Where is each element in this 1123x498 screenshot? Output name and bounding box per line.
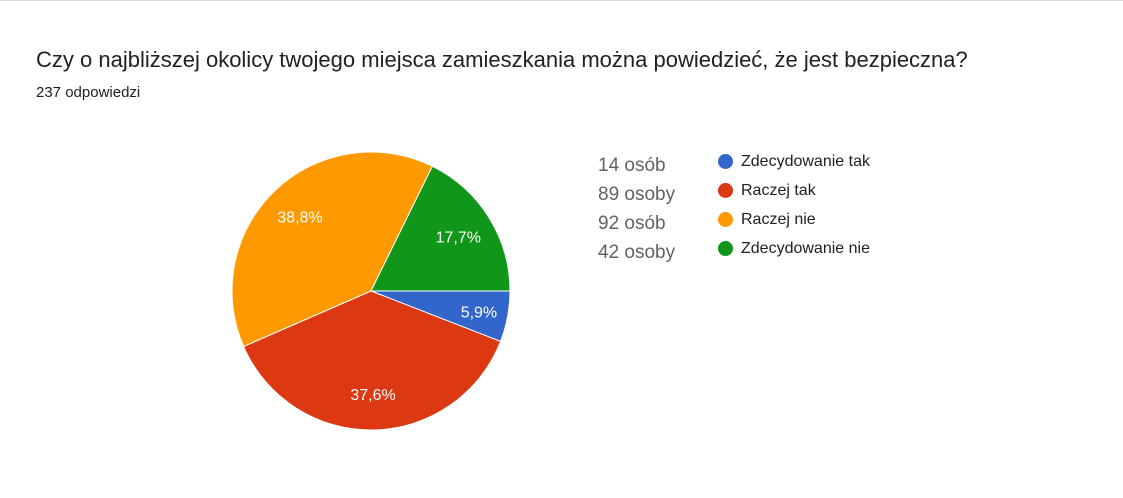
response-count: 237 odpowiedzi: [36, 84, 141, 101]
legend-count: 42 osoby: [598, 242, 676, 263]
legend-color-dot: [718, 183, 733, 198]
legend-item-zdecydowanie-tak[interactable]: 14 osób Zdecydowanie tak: [598, 149, 918, 178]
legend-count: 89 osoby: [598, 184, 676, 205]
legend-label: Zdecydowanie nie: [741, 240, 870, 257]
pie-slice-raczej-tak[interactable]: [242, 290, 502, 431]
pie-slice-zdecydowanie-nie[interactable]: [370, 165, 511, 292]
legend-color-dot: [718, 212, 733, 227]
legend-count: 14 osób: [598, 155, 666, 176]
pie-slice-raczej-nie[interactable]: [231, 151, 434, 348]
legend-label: Raczej tak: [741, 182, 816, 199]
chart-legend: 14 osób Zdecydowanie tak 89 osoby Raczej…: [598, 149, 918, 265]
legend-color-dot: [718, 241, 733, 256]
legend-item-raczej-nie[interactable]: 92 osób Raczej nie: [598, 207, 918, 236]
legend-label: Zdecydowanie tak: [741, 153, 870, 170]
slice-percent-label: 17,7%: [436, 230, 481, 247]
legend-label: Raczej nie: [741, 211, 816, 228]
legend-count: 92 osób: [598, 213, 666, 234]
question-title: Czy o najbliższej okolicy twojego miejsc…: [36, 47, 968, 72]
legend-item-zdecydowanie-nie[interactable]: 42 osoby Zdecydowanie nie: [598, 236, 918, 265]
slice-percent-label: 37,6%: [350, 387, 395, 404]
legend-color-dot: [718, 154, 733, 169]
slice-percent-label: 5,9%: [461, 304, 497, 321]
slice-percent-label: 38,8%: [277, 210, 322, 227]
legend-item-raczej-tak[interactable]: 89 osoby Raczej tak: [598, 178, 918, 207]
